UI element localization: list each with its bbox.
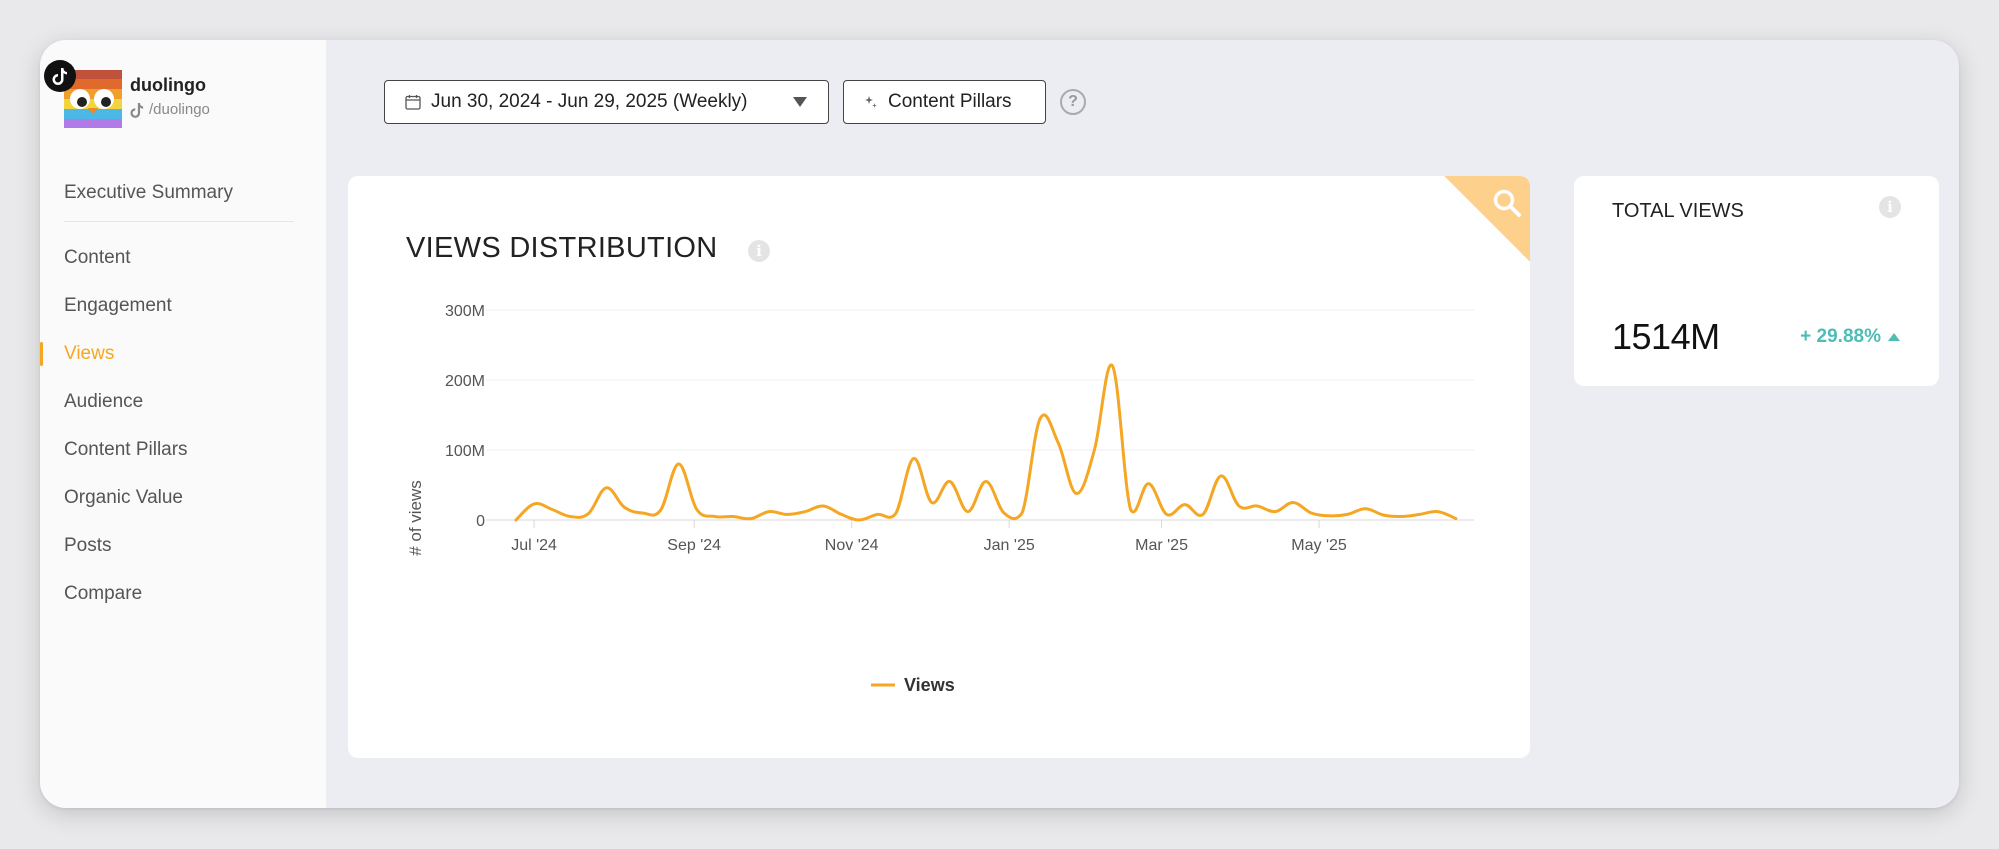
views-line-chart: 0 100M 200M 300M Jul '24 Sep '24 Nov '24 Jan '… [406,303,1474,695]
calendar-icon [405,95,421,110]
sidebar-item-views[interactable]: Views [40,330,294,378]
gridlines [486,309,1474,521]
y-axis-label: # of views [406,480,425,556]
info-icon[interactable]: i [1879,196,1901,218]
x-tick-label: Mar '25 [1135,537,1188,554]
date-range-label: Jun 30, 2024 - Jun 29, 2025 (Weekly) [431,91,748,112]
change-percent: + 29.88% [1800,326,1881,347]
profile-name: duolingo [130,75,206,95]
profile-header: duolingo /duolingo [44,60,304,130]
content-pillars-label: Content Pillars [888,91,1012,112]
tiktok-badge-icon [44,60,76,92]
x-axis-ticks: Jul '24 Sep '24 Nov '24 Jan '25 Mar '25 May '… [511,520,1347,554]
sidebar: duolingo /duolingo Executive Summary Con… [40,40,326,808]
x-tick-label: Nov '24 [825,537,879,554]
help-icon[interactable]: ? [1060,89,1086,115]
y-tick-label: 0 [476,513,485,530]
total-views-card: TOTAL VIEWS i 1514M + 29.88% [1574,176,1939,386]
sidebar-nav: Executive Summary Content Engagement Vie… [40,172,294,618]
y-tick-label: 100M [445,443,485,460]
zoom-corner[interactable] [1444,176,1530,262]
sidebar-item-content[interactable]: Content [64,247,131,268]
chart-title: VIEWS DISTRIBUTION [406,232,718,264]
total-views-label: TOTAL VIEWS [1612,200,1744,222]
y-tick-label: 300M [445,303,485,320]
sidebar-item-organic-value[interactable]: Organic Value [64,487,183,508]
views-distribution-card: VIEWS DISTRIBUTION i 0 100M 200M 300M Jul '… [348,176,1530,758]
x-tick-label: Sep '24 [667,537,721,554]
caret-down-icon [793,97,807,107]
content-pillars-button[interactable]: Content Pillars [843,80,1046,124]
profile-handle-text: /duolingo [149,101,210,118]
toolbar: Jun 30, 2024 - Jun 29, 2025 (Weekly) Con… [384,80,1086,124]
sidebar-item-audience[interactable]: Audience [64,391,144,412]
y-axis-ticks: 0 100M 200M 300M [445,303,485,530]
sidebar-item-posts[interactable]: Posts [64,535,112,556]
x-tick-label: Jan '25 [984,537,1035,554]
sidebar-item-engagement[interactable]: Engagement [64,295,172,316]
profile-handle[interactable]: /duolingo [130,101,210,118]
x-tick-label: Jul '24 [511,537,557,554]
y-tick-label: 200M [445,373,485,390]
search-icon [1493,189,1521,217]
legend-label-views: Views [904,675,955,695]
legend[interactable]: Views [871,675,955,695]
duolingo-logo [64,70,122,128]
tiktok-icon [130,102,144,118]
total-views-change: + 29.88% [1800,326,1901,348]
triangle-up-icon [1888,333,1900,341]
sidebar-item-compare[interactable]: Compare [64,583,143,604]
series-line-views [514,363,1458,522]
sidebar-item-executive-summary[interactable]: Executive Summary [64,172,294,222]
sidebar-item-content-pillars[interactable]: Content Pillars [64,439,188,460]
total-views-value: 1514M [1612,316,1720,357]
series-views [514,363,1458,522]
date-range-select[interactable]: Jun 30, 2024 - Jun 29, 2025 (Weekly) [384,80,829,124]
info-icon[interactable]: i [748,240,770,262]
x-tick-label: May '25 [1291,537,1347,554]
app-window: duolingo /duolingo Executive Summary Con… [40,40,1959,808]
sparkle-icon [865,96,877,108]
